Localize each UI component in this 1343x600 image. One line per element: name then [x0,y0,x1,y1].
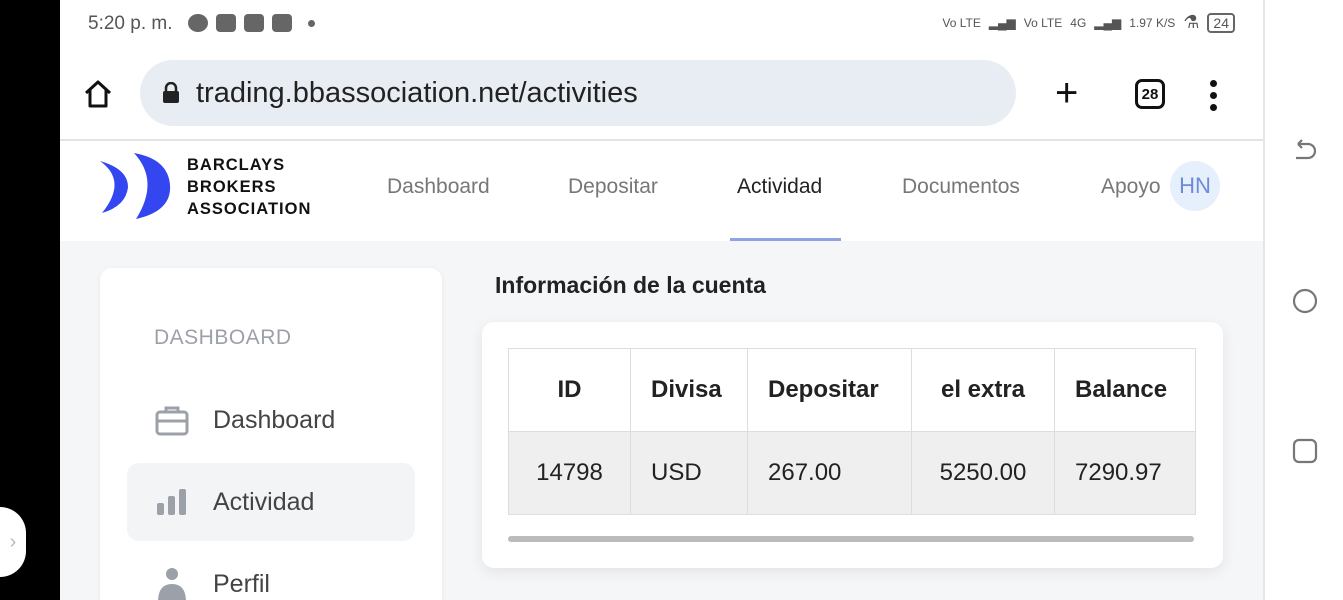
signal-icon: ▂▄▆ [1094,15,1122,30]
column-header: Balance [1054,348,1196,432]
edge-panel-handle[interactable]: › [0,507,26,577]
volte-label: Vo LTE [1023,15,1063,30]
sidebar: DASHBOARD Dashboard Actividad Perfil [100,268,442,600]
tab-switcher-button[interactable]: 28 [1135,79,1165,109]
network-speed: 1.97 K/S [1129,15,1176,30]
table-cell: 7290.97 [1054,431,1196,515]
logo-icon [100,153,171,219]
flask-icon: ⚗ [1183,12,1200,32]
url-text: trading.bbassociation.net/activities [196,76,638,109]
account-table: ID Divisa Depositar el extra Balance 147… [508,348,1196,515]
nav-apoyo[interactable]: Apoyo [1101,175,1161,198]
avatar[interactable]: HN [1170,161,1220,211]
table-row: 14798 USD 267.00 5250.00 7290.97 [508,431,1196,515]
table-cell: 5250.00 [911,431,1055,515]
nav-depositar[interactable]: Depositar [568,175,658,198]
logo-text: BARCLAYS BROKERS ASSOCIATION [187,154,311,220]
lock-icon [163,82,179,103]
sidebar-item-actividad[interactable]: Actividad [127,463,415,541]
sidebar-item-perfil[interactable]: Perfil [127,545,415,600]
network-type: 4G [1070,15,1087,30]
battery-icon: 24 [1207,12,1235,33]
back-icon[interactable] [1292,138,1318,164]
system-icons: Vo LTE ▂▄▆ Vo LTE 4G ▂▄▆ 1.97 K/S ⚗ 24 [942,12,1235,33]
site-header: BARCLAYS BROKERS ASSOCIATION Dashboard D… [60,141,1263,241]
logo-line: BROKERS [187,178,277,196]
briefcase-icon [155,406,189,436]
table-header-row: ID Divisa Depositar el extra Balance [508,348,1196,432]
account-info-card: ID Divisa Depositar el extra Balance 147… [482,322,1223,568]
home-icon[interactable] [82,78,114,115]
user-icon [158,568,186,600]
youtube-notification-icon [272,14,292,32]
notification-icons [188,14,315,32]
nav-actividad[interactable]: Actividad [737,175,823,198]
address-bar[interactable]: trading.bbassociation.net/activities [140,60,1016,126]
system-navigation-bar [1263,0,1343,600]
bar-chart-icon [157,489,186,515]
column-header: el extra [911,348,1055,432]
sidebar-item-label: Perfil [213,569,270,598]
status-time: 5:20 p. m. [88,13,173,34]
nav-dashboard[interactable]: Dashboard [387,175,490,198]
sidebar-heading: DASHBOARD [154,326,292,349]
column-header: Divisa [630,348,748,432]
browser-toolbar: trading.bbassociation.net/activities + 2… [60,48,1263,141]
youtube-notification-icon [244,14,264,32]
page-title: Información de la cuenta [495,272,766,298]
active-tab-indicator [730,238,841,241]
logo-line: ASSOCIATION [187,200,312,218]
signal-icon: ▂▄▆ [988,15,1016,30]
logo-line: BARCLAYS [187,156,286,174]
horizontal-scrollbar[interactable] [508,536,1194,542]
volte-label: Vo LTE [942,15,981,30]
table-cell: USD [630,431,748,515]
app-notification-icon [216,14,236,32]
phone-screen: 5:20 p. m. Vo LTE ▂▄▆ Vo LTE 4G ▂▄▆ 1.97… [60,0,1263,600]
table-cell: 14798 [508,431,631,515]
recents-icon[interactable] [1292,438,1318,464]
nav-documentos[interactable]: Documentos [902,175,1020,198]
column-header: ID [508,348,631,432]
table-cell: 267.00 [747,431,912,515]
status-bar: 5:20 p. m. Vo LTE ▂▄▆ Vo LTE 4G ▂▄▆ 1.97… [60,0,1263,48]
sidebar-item-label: Actividad [213,487,315,516]
more-notifications-icon [308,19,315,27]
column-header: Depositar [747,348,912,432]
sidebar-item-label: Dashboard [213,405,336,434]
sidebar-item-dashboard[interactable]: Dashboard [127,381,415,459]
more-menu-icon[interactable] [1210,80,1217,111]
home-circle-icon[interactable] [1292,288,1318,314]
chat-notification-icon [188,14,208,32]
new-tab-icon[interactable]: + [1055,71,1079,115]
